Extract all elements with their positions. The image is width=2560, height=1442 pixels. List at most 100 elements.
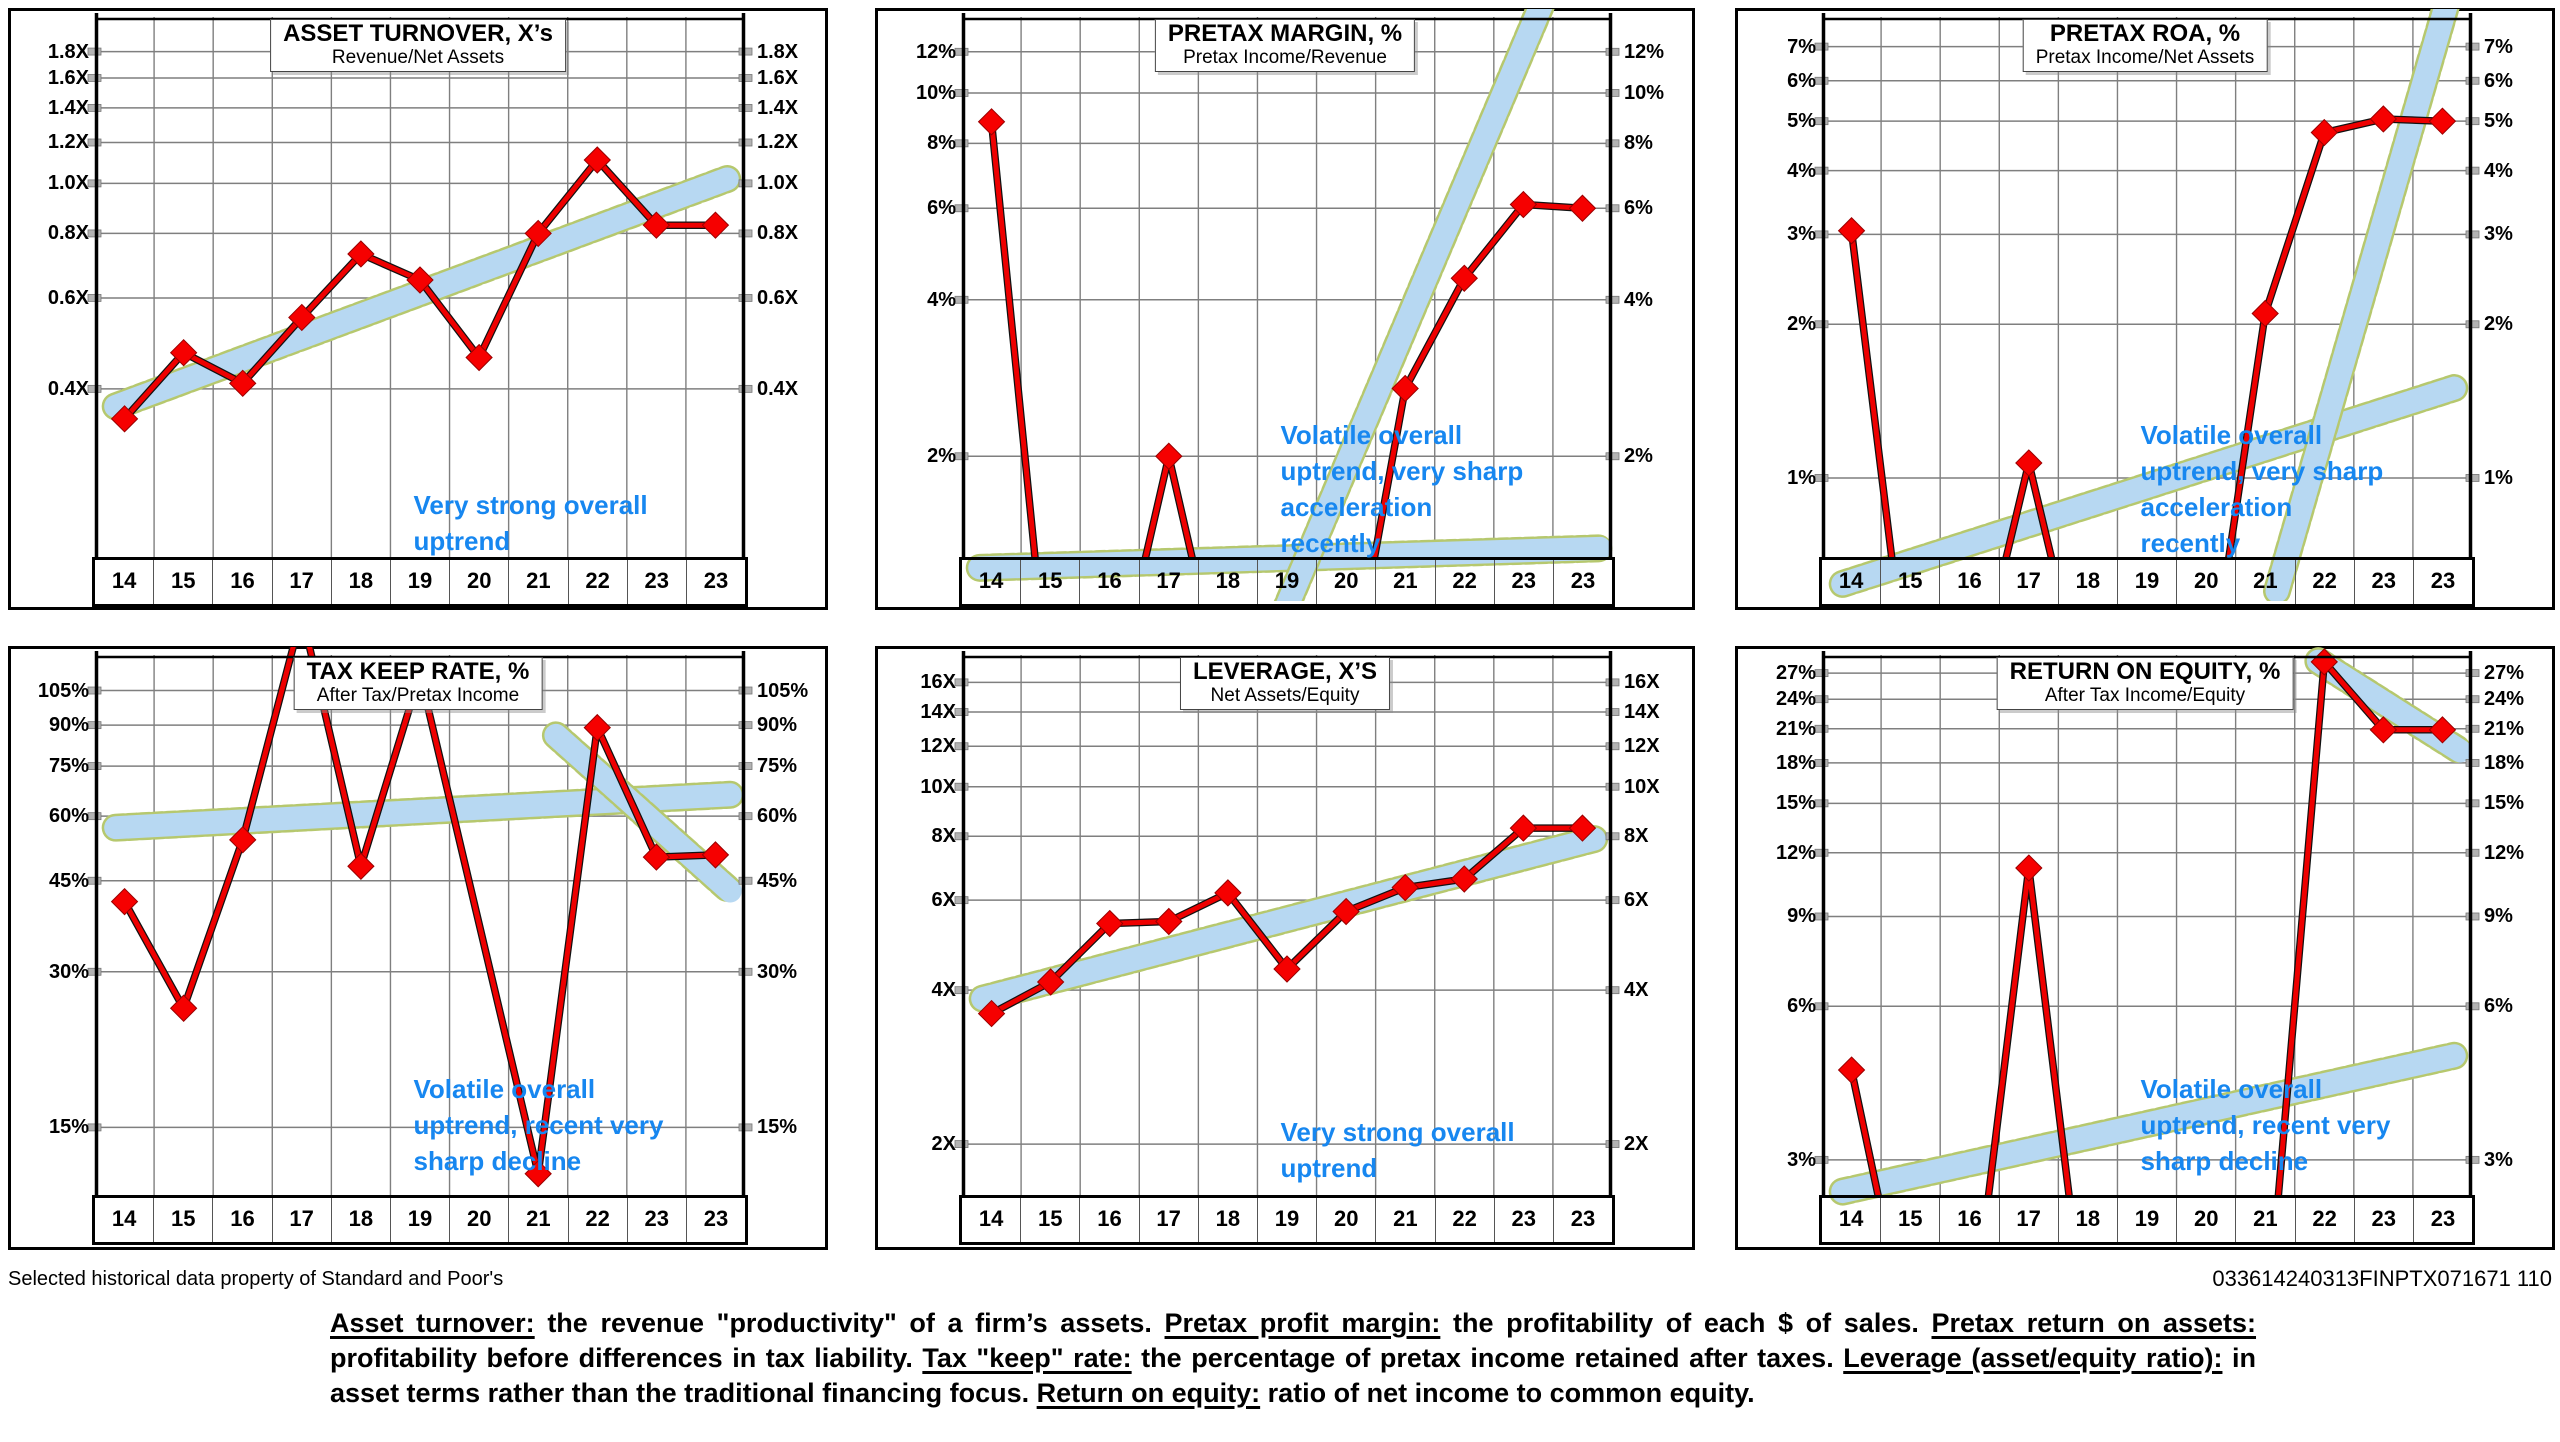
y-tick-label: 15% [2484, 792, 2525, 815]
axis-tick-mark [1814, 42, 1829, 51]
y-tick-label: 27% [2484, 662, 2525, 685]
y-tick-label: 12X [920, 735, 956, 758]
data-point-marker [2369, 105, 2398, 133]
y-tick-label: 18% [1775, 751, 1816, 774]
x-axis-label: 23 [703, 1206, 729, 1231]
axis-tick-mark [738, 384, 753, 393]
y-tick-label: 5% [1787, 110, 1816, 133]
axis-tick-mark [954, 708, 969, 716]
x-axis-label: 18 [332, 560, 391, 604]
trend-line [2265, 9, 2458, 601]
chart-panel-asset-turnover: ASSET TURNOVER, X’s Revenue/Net Assets Ver… [8, 8, 828, 610]
plot-area: Volatile overall uptrend, very sharp acc… [1814, 9, 2480, 601]
y-tick-label: 1% [1787, 466, 1816, 489]
y-axis-right: 1.8X 1.6X 1.4X 1.2X 1.0X 0.8X 0.6X 0.4X [751, 17, 827, 557]
x-axis-label: 19 [391, 560, 451, 604]
y-tick-label: 27% [1775, 662, 1816, 685]
data-point-marker [1155, 907, 1183, 936]
data-point-marker [701, 841, 730, 869]
axis-tick-mark [1814, 695, 1829, 704]
x-axis-label: 18 [1199, 1198, 1258, 1242]
footer-source-note: Selected historical data property of Sta… [8, 1268, 504, 1290]
data-point-marker [2015, 449, 2043, 477]
y-tick-label: 30% [48, 960, 89, 983]
x-axis-label: 14 [95, 1198, 155, 1242]
y-tick-label: 4% [1787, 159, 1816, 182]
y-tick-label: 0.4X [47, 377, 89, 400]
plot-area: Very strong overall uptrend [954, 651, 1620, 1195]
panel-title: PRETAX MARGIN, % [1167, 20, 1403, 47]
axis-tick-mark [87, 876, 102, 885]
y-axis-left: 27% 24% 21% 18% 15% 12% 9% 6% 3% [1738, 655, 1816, 1195]
data-point-marker [1214, 879, 1242, 907]
y-tick-label: 1.2X [47, 131, 89, 154]
title-box: LEVERAGE, X’S Net Assets/Equity [1179, 657, 1391, 710]
y-tick-label: 5% [2484, 110, 2513, 133]
annotation-text: Very strong overall uptrend [413, 489, 648, 556]
data-point-marker [1837, 217, 1866, 245]
y-tick-label: 75% [48, 755, 89, 778]
y-tick-label: 45% [48, 869, 89, 892]
axis-tick-mark [1814, 1155, 1829, 1164]
axis-tick-mark [954, 782, 969, 791]
axis-tick-mark [87, 721, 102, 730]
y-tick-label: 6% [1787, 995, 1816, 1018]
axis-tick-mark [1605, 47, 1620, 56]
y-tick-label: 2% [1787, 313, 1816, 336]
panel-subtitle: Net Assets/Equity [1210, 685, 1360, 706]
trend-line [971, 827, 1606, 1011]
x-axis-label: 15 [1881, 1198, 1941, 1242]
x-axis-label: 18 [1199, 560, 1258, 604]
data-point-marker [524, 219, 552, 248]
x-axis-label: 17 [1140, 560, 1199, 604]
y-tick-label: 0.6X [47, 286, 89, 309]
x-axis-label: 23 [703, 568, 729, 593]
y-tick-label: 3% [2484, 223, 2513, 246]
data-point-marker [1273, 955, 1301, 983]
panel-subtitle: After Tax/Pretax Income [316, 685, 520, 706]
x-axis-label: 20 [2177, 560, 2237, 604]
axis-tick-mark [1814, 799, 1829, 808]
x-axis-label: 21 [509, 560, 569, 604]
axis-tick-mark [1814, 724, 1829, 733]
x-axis-label: 17 [273, 560, 332, 604]
axis-tick-mark [954, 986, 969, 995]
axis-tick-mark [2465, 695, 2480, 704]
definition-term: Return on equity: [1036, 1378, 1261, 1408]
definition-text: ratio of net income to common equity. [1260, 1378, 1755, 1408]
y-axis-left: 105% 90% 75% 60% 45% 30% 15% [11, 655, 89, 1195]
axis-tick-mark [1605, 204, 1620, 213]
data-point-marker [642, 211, 671, 239]
y-axis-left: 7% 6% 5% 4% 3% 2% 1% [1738, 17, 1816, 557]
panel-title: PRETAX ROA, % [2049, 20, 2241, 47]
axis-tick-mark [738, 686, 753, 695]
y-tick-label: 0.4X [757, 377, 799, 400]
y-tick-label: 12% [915, 40, 956, 63]
x-axis-label: 14 [962, 1198, 1022, 1242]
x-axis-label: 16 [1080, 1198, 1140, 1242]
x-axis-label: 21 [1376, 1198, 1436, 1242]
axis-tick-mark [2465, 1002, 2480, 1011]
y-axis-left: 12% 10% 8% 6% 4% 2% [878, 17, 956, 557]
x-axis-label: 17 [2000, 560, 2059, 604]
axis-tick-mark [2465, 117, 2480, 126]
data-point-marker [110, 887, 139, 916]
x-axis-row: 14 15 16 17 18 19 20 21 22 23 23 [959, 1195, 1615, 1245]
data-point-marker [347, 240, 375, 268]
axis-tick-mark [2465, 669, 2480, 678]
x-axis-row: 14 15 16 17 18 19 20 21 22 23 23 [92, 557, 748, 607]
y-tick-label: 15% [757, 1116, 798, 1139]
axis-tick-mark [954, 295, 969, 304]
y-tick-label: 1% [2484, 466, 2513, 489]
chart-panel-return-on-equity: RETURN ON EQUITY, % After Tax Income/Equi… [1735, 646, 2555, 1250]
axis-tick-mark [1605, 295, 1620, 304]
data-point-marker [2428, 716, 2457, 744]
x-axis-label: 21 [1376, 560, 1436, 604]
plot-area: Volatile overall uptrend, very sharp acc… [954, 9, 1620, 601]
axis-tick-mark [1814, 230, 1829, 239]
x-axis-label: 19 [2118, 1198, 2178, 1242]
x-axis-label: 14 [1822, 1198, 1882, 1242]
axis-tick-mark [87, 686, 102, 695]
y-axis-right: 16X 14X 12X 10X 8X 6X 4X 2X [1618, 655, 1694, 1195]
x-axis-label: 23 [2355, 560, 2414, 604]
